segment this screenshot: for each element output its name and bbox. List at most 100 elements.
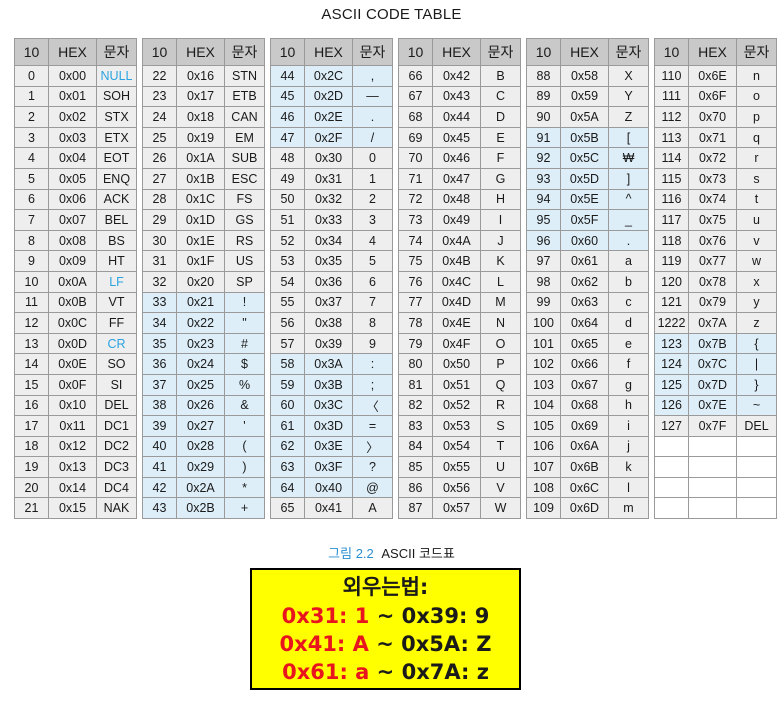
hex-cell: 0x6A bbox=[560, 435, 609, 458]
char-cell: ] bbox=[608, 167, 649, 190]
char-cell: + bbox=[224, 497, 265, 520]
char-cell: ETB bbox=[224, 85, 265, 108]
char-cell: 0 bbox=[352, 147, 393, 169]
hex-cell: 0x32 bbox=[304, 188, 353, 211]
char-cell: c bbox=[608, 291, 649, 314]
decimal-cell: 30 bbox=[142, 229, 177, 252]
decimal-cell: 104 bbox=[526, 394, 561, 417]
char-cell: 4 bbox=[352, 229, 393, 252]
table-row: 67 0x43 C bbox=[398, 85, 521, 108]
hex-cell: 0x0B bbox=[48, 291, 97, 314]
table-row: 71 0x47 G bbox=[398, 167, 521, 190]
hex-cell: 0x2C bbox=[304, 65, 353, 87]
decimal-cell: 125 bbox=[654, 373, 689, 396]
char-cell: U bbox=[480, 456, 521, 478]
decimal-cell: 21 bbox=[14, 497, 49, 520]
table-row: 97 0x61 a bbox=[526, 250, 649, 272]
table-row: 38 0x26 & bbox=[142, 394, 265, 417]
hex-cell: 0x04 bbox=[48, 147, 97, 169]
decimal-cell: 37 bbox=[142, 373, 177, 396]
decimal-cell: 116 bbox=[654, 188, 689, 211]
char-cell: M bbox=[480, 291, 521, 314]
table-row: 70 0x46 F bbox=[398, 147, 521, 169]
table-row: 74 0x4A J bbox=[398, 229, 521, 252]
hex-cell: 0x47 bbox=[432, 167, 481, 190]
decimal-cell: 20 bbox=[14, 476, 49, 499]
table-row: 102 0x66 f bbox=[526, 353, 649, 375]
table-row: 103 0x67 g bbox=[526, 373, 649, 396]
header-hex: HEX bbox=[432, 38, 481, 66]
decimal-cell: 87 bbox=[398, 497, 433, 520]
hex-cell: 0x2D bbox=[304, 85, 353, 108]
decimal-cell: 86 bbox=[398, 476, 433, 499]
char-cell: ? bbox=[352, 456, 393, 478]
table-row: 75 0x4B K bbox=[398, 250, 521, 272]
decimal-cell: 77 bbox=[398, 291, 433, 314]
char-cell: GS bbox=[224, 209, 265, 231]
hex-cell: 0x31 bbox=[304, 167, 353, 190]
hex-cell: 0x66 bbox=[560, 353, 609, 375]
table-row: 104 0x68 h bbox=[526, 394, 649, 417]
table-row: 18 0x12 DC2 bbox=[14, 435, 137, 458]
decimal-cell: 62 bbox=[270, 435, 305, 458]
decimal-cell: 49 bbox=[270, 167, 305, 190]
table-row: 24 0x18 CAN bbox=[142, 106, 265, 128]
decimal-cell: 29 bbox=[142, 209, 177, 231]
hex-cell: 0x3D bbox=[304, 415, 353, 437]
char-cell: x bbox=[736, 270, 777, 293]
char-cell: Z bbox=[608, 106, 649, 128]
hex-cell: 0x33 bbox=[304, 209, 353, 231]
hex-cell: 0x1E bbox=[176, 229, 225, 252]
hex-cell: 0x4E bbox=[432, 312, 481, 334]
table-row: 20 0x14 DC4 bbox=[14, 476, 137, 499]
table-row: 105 0x69 i bbox=[526, 415, 649, 437]
table-row: 50 0x32 2 bbox=[270, 188, 393, 211]
memo-line-end: 0x39: 9 bbox=[401, 604, 490, 628]
hex-cell: 0x42 bbox=[432, 65, 481, 87]
hex-cell: 0x64 bbox=[560, 312, 609, 334]
table-row: 86 0x56 V bbox=[398, 476, 521, 499]
table-row: 46 0x2E. bbox=[270, 106, 393, 128]
hex-cell: 0x3A bbox=[304, 353, 353, 375]
decimal-cell: 118 bbox=[654, 229, 689, 252]
table-row: 98 0x62 b bbox=[526, 270, 649, 293]
hex-cell: 0x7E bbox=[688, 394, 737, 417]
char-cell: SUB bbox=[224, 147, 265, 169]
decimal-cell: 54 bbox=[270, 270, 305, 293]
decimal-cell: 7 bbox=[14, 209, 49, 231]
char-cell: — bbox=[352, 85, 393, 108]
memo-line-start: 0x41: A bbox=[279, 632, 369, 656]
hex-cell: 0x62 bbox=[560, 270, 609, 293]
table-row: 36 0x24 $ bbox=[142, 353, 265, 375]
decimal-cell: 46 bbox=[270, 106, 305, 128]
decimal-cell: 19 bbox=[14, 456, 49, 478]
decimal-cell: 90 bbox=[526, 106, 561, 128]
table-row: 81 0x51 Q bbox=[398, 373, 521, 396]
char-cell: L bbox=[480, 270, 521, 293]
decimal-cell: 52 bbox=[270, 229, 305, 252]
decimal-cell: 1222 bbox=[654, 312, 689, 334]
hex-cell: 0x39 bbox=[304, 332, 353, 355]
header-char: 문자 bbox=[96, 38, 137, 66]
char-cell: a bbox=[608, 250, 649, 272]
table-row: 5 0x05 ENQ bbox=[14, 167, 137, 190]
char-cell: 〈 bbox=[352, 394, 393, 417]
hex-cell: 0x60 bbox=[560, 229, 609, 252]
decimal-cell: 2 bbox=[14, 106, 49, 128]
decimal-cell: 6 bbox=[14, 188, 49, 211]
hex-cell: 0x2F bbox=[304, 126, 353, 149]
decimal-cell: 31 bbox=[142, 250, 177, 272]
decimal-cell: 57 bbox=[270, 332, 305, 355]
char-cell: STN bbox=[224, 65, 265, 87]
hex-cell: 0x58 bbox=[560, 65, 609, 87]
char-cell: BEL bbox=[96, 209, 137, 231]
table-row: 56 0x38 8 bbox=[270, 312, 393, 334]
table-row: 19 0x13 DC3 bbox=[14, 456, 137, 478]
char-cell: SO bbox=[96, 353, 137, 375]
table-row: 49 0x31 1 bbox=[270, 167, 393, 190]
hex-cell: 0x07 bbox=[48, 209, 97, 231]
decimal-cell: 48 bbox=[270, 147, 305, 169]
table-row: 117 0x75 u bbox=[654, 209, 777, 231]
table-row: 65 0x41 A bbox=[270, 497, 393, 520]
char-cell: DEL bbox=[736, 415, 777, 437]
